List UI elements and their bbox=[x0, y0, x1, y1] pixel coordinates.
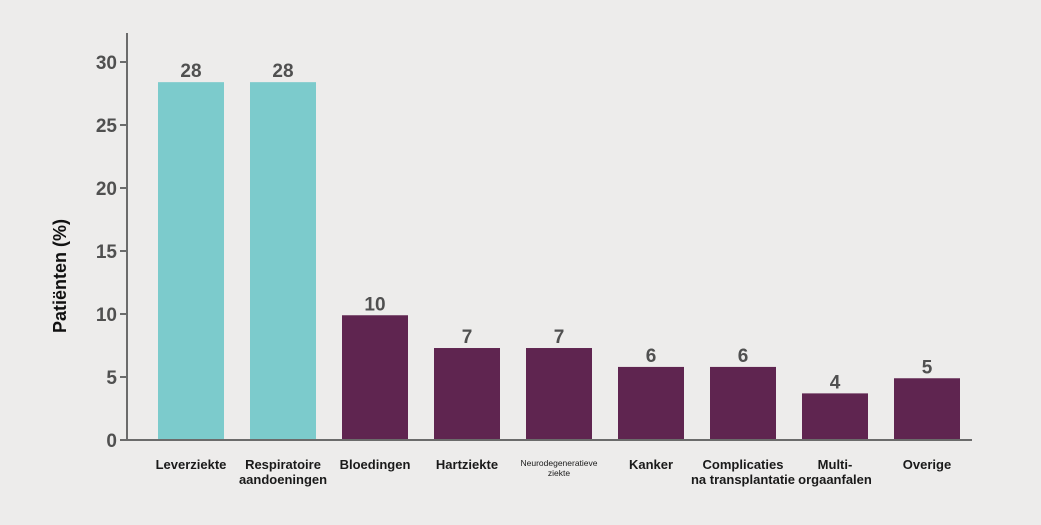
bars bbox=[158, 82, 960, 440]
y-tick-label: 25 bbox=[96, 116, 118, 137]
category-label: Leverziekte bbox=[156, 457, 227, 472]
category-label: Multi-orgaanfalen bbox=[798, 457, 872, 487]
y-tick-label: 15 bbox=[96, 242, 118, 263]
y-axis-title: Patiënten (%) bbox=[50, 219, 70, 333]
bar bbox=[618, 366, 684, 440]
bar bbox=[894, 378, 960, 440]
y-tick-label: 0 bbox=[106, 431, 117, 452]
y-tick-label: 20 bbox=[96, 179, 117, 200]
bar-value-label: 4 bbox=[830, 372, 841, 393]
bar bbox=[526, 348, 592, 440]
category-label: Neurodegeneratieve ziekte bbox=[520, 458, 597, 478]
bar bbox=[250, 82, 316, 440]
bar bbox=[158, 82, 224, 440]
value-labels: 28 28 10 7 7 6 6 4 5 bbox=[180, 61, 932, 393]
axes bbox=[126, 33, 972, 441]
bar-value-label: 6 bbox=[738, 346, 749, 367]
category-label: Complicaties na transplantatie bbox=[691, 457, 795, 487]
y-axis-ticks: 0 5 10 15 20 25 30 bbox=[96, 53, 127, 452]
category-labels: Leverziekte Respiratoire aandoeningen Bloed… bbox=[156, 457, 952, 487]
y-tick-label: 30 bbox=[96, 53, 117, 74]
bar bbox=[710, 366, 776, 440]
bar-value-label: 7 bbox=[554, 327, 565, 348]
bar bbox=[802, 393, 868, 440]
category-label: Bloedingen bbox=[340, 457, 411, 472]
bar bbox=[342, 315, 408, 440]
category-label: Overige bbox=[903, 457, 951, 472]
bar bbox=[434, 348, 500, 440]
bar-value-label: 28 bbox=[272, 61, 293, 82]
bar-value-label: 6 bbox=[646, 346, 657, 367]
bar-value-label: 28 bbox=[180, 61, 201, 82]
y-tick-label: 5 bbox=[106, 368, 117, 389]
category-label: Kanker bbox=[629, 457, 673, 472]
bar-value-label: 10 bbox=[364, 294, 385, 315]
bar-value-label: 7 bbox=[462, 327, 473, 348]
bar-value-label: 5 bbox=[922, 357, 933, 378]
y-tick-label: 10 bbox=[96, 305, 117, 326]
category-label: Respiratoire aandoeningen bbox=[239, 457, 327, 487]
category-label: Hartziekte bbox=[436, 457, 498, 472]
